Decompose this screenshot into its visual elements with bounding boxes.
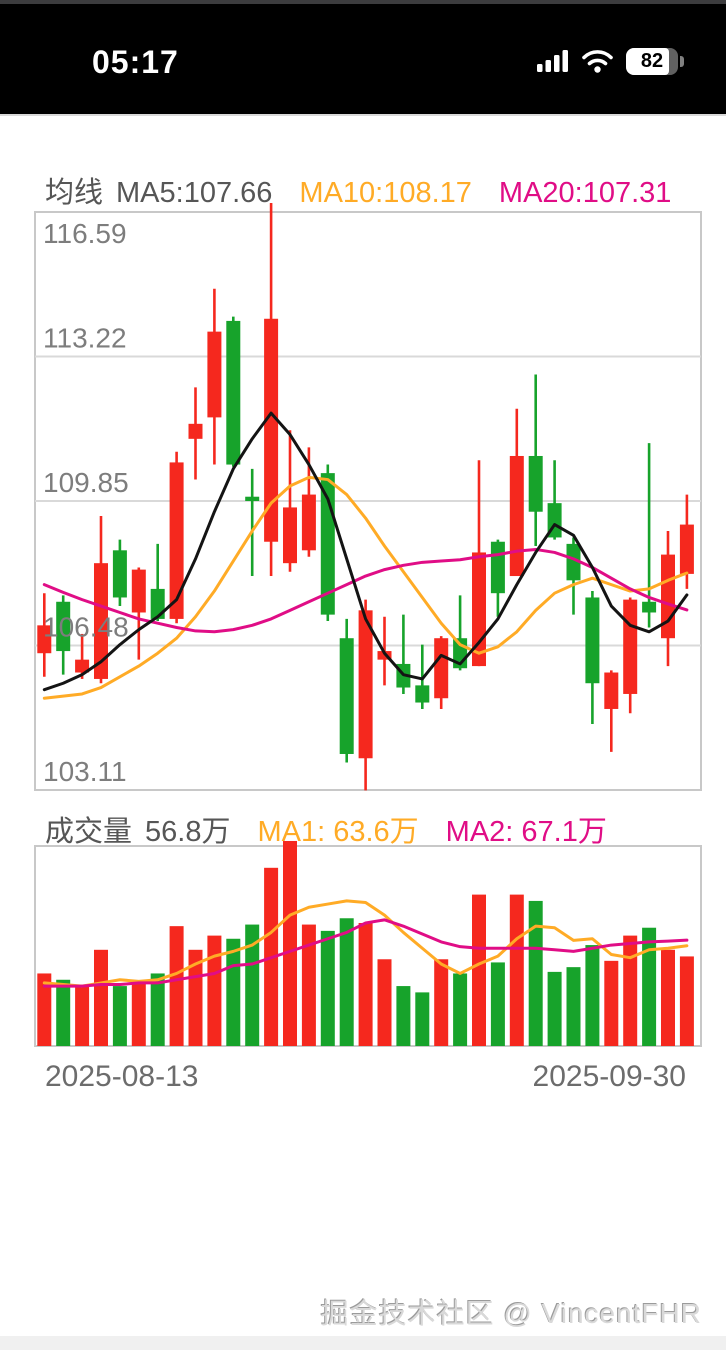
candle — [623, 597, 638, 714]
wifi-icon — [582, 50, 613, 73]
home-indicator-strip — [0, 1336, 726, 1350]
candle — [566, 537, 581, 615]
volume-bar — [642, 927, 657, 1046]
volume-bar — [150, 973, 165, 1046]
volume-current-value: 56.8万 — [145, 816, 231, 848]
candle — [169, 451, 184, 624]
candle — [509, 408, 524, 577]
price-tick-label: 116.59 — [43, 218, 127, 249]
candle — [264, 202, 279, 577]
volume-ma2-value: MA2: 67.1万 — [445, 816, 607, 848]
volume-bar — [283, 840, 297, 1046]
ma20-value: MA20:107.31 — [498, 177, 672, 209]
volume-bar — [566, 967, 581, 1046]
volume-bar — [56, 979, 71, 1046]
volume-ma2-line — [42, 918, 689, 988]
candle — [528, 374, 543, 547]
candle — [75, 633, 90, 679]
volume-bar — [94, 949, 108, 1046]
candle — [434, 636, 449, 709]
ma5-line — [42, 411, 689, 692]
kline-ma-legend: 均线 MA5:107.66 MA10:108.17 MA20:107.31 — [45, 169, 671, 211]
candle — [112, 539, 127, 607]
candle — [150, 543, 165, 622]
price-tick-label: 103.11 — [43, 756, 127, 787]
volume-bar — [528, 900, 543, 1046]
volume-legend-title: 成交量 — [45, 816, 133, 848]
status-bar: 05:17 82 — [0, 0, 726, 116]
volume-bar — [490, 962, 505, 1046]
volume-bar — [169, 926, 184, 1046]
volume-bar — [188, 949, 203, 1046]
candle — [283, 430, 297, 572]
clock: 05:17 — [92, 44, 179, 80]
volume-bar-chart[interactable] — [0, 838, 726, 1050]
candle — [339, 618, 354, 763]
battery-icon: 82 — [626, 47, 684, 75]
battery-percent: 82 — [640, 49, 664, 72]
kline-legend-ma5: 均线 MA5:107.66 — [45, 169, 272, 211]
price-tick-label: 106.48 — [43, 612, 129, 643]
status-icons: 82 — [537, 46, 684, 76]
volume-bar — [112, 986, 127, 1046]
volume-bar — [207, 935, 222, 1046]
volume-bar — [377, 959, 392, 1046]
volume-bar — [415, 992, 430, 1046]
volume-bar — [585, 945, 600, 1046]
candle — [358, 599, 373, 791]
volume-bar — [453, 973, 468, 1046]
volume-bar — [245, 924, 260, 1046]
volume-bar — [226, 938, 241, 1046]
ma5-value: MA5:107.66 — [116, 177, 273, 209]
volume-bar — [604, 960, 619, 1046]
ma10-value: MA10:108.17 — [299, 177, 472, 209]
candle — [226, 316, 241, 467]
volume-bar — [75, 984, 90, 1046]
candle — [37, 593, 52, 677]
x-axis-dates: 2025-08-13 2025-09-30 — [45, 1060, 686, 1094]
candle — [94, 516, 108, 684]
cellular-signal-icon — [537, 50, 568, 72]
watermark: 掘金技术社区 @ VincentFHR — [320, 1298, 702, 1329]
volume-bar — [547, 971, 562, 1046]
volume-bar — [396, 986, 411, 1046]
price-candlestick-chart[interactable]: 116.59 113.22 109.85 106.48 103.11 — [0, 200, 726, 800]
volume-bar — [320, 930, 335, 1046]
volume-current: 成交量 56.8万 — [45, 808, 230, 850]
start-date-label: 2025-08-13 — [45, 1060, 199, 1093]
volume-bar — [472, 894, 486, 1046]
candle — [207, 288, 222, 465]
price-tick-label: 109.85 — [43, 467, 129, 498]
volume-ma1-line — [42, 899, 689, 988]
volume-bar — [623, 935, 638, 1046]
candle — [56, 595, 71, 675]
volume-bar — [301, 924, 316, 1046]
price-axis-labels: 116.59 113.22 109.85 106.48 103.11 — [43, 218, 129, 787]
price-tick-label: 113.22 — [43, 323, 127, 354]
volume-bar — [131, 982, 146, 1046]
candle — [131, 567, 146, 660]
candle — [604, 670, 619, 752]
kline-legend-title: 均线 — [45, 177, 104, 209]
candle — [490, 539, 505, 617]
candle — [188, 387, 203, 480]
volume-bar — [434, 959, 449, 1046]
volume-bars-layer — [37, 840, 694, 1046]
volume-bar — [679, 956, 694, 1046]
end-date-label: 2025-09-30 — [532, 1060, 686, 1093]
ma10-line — [42, 475, 689, 700]
candle — [396, 614, 411, 694]
volume-bar — [509, 894, 524, 1046]
candle — [245, 468, 260, 577]
candle — [585, 591, 600, 724]
candles-layer — [37, 202, 694, 791]
volume-bar — [37, 973, 52, 1046]
volume-bar — [661, 949, 675, 1046]
volume-bar — [358, 922, 373, 1046]
volume-bar — [339, 918, 354, 1046]
